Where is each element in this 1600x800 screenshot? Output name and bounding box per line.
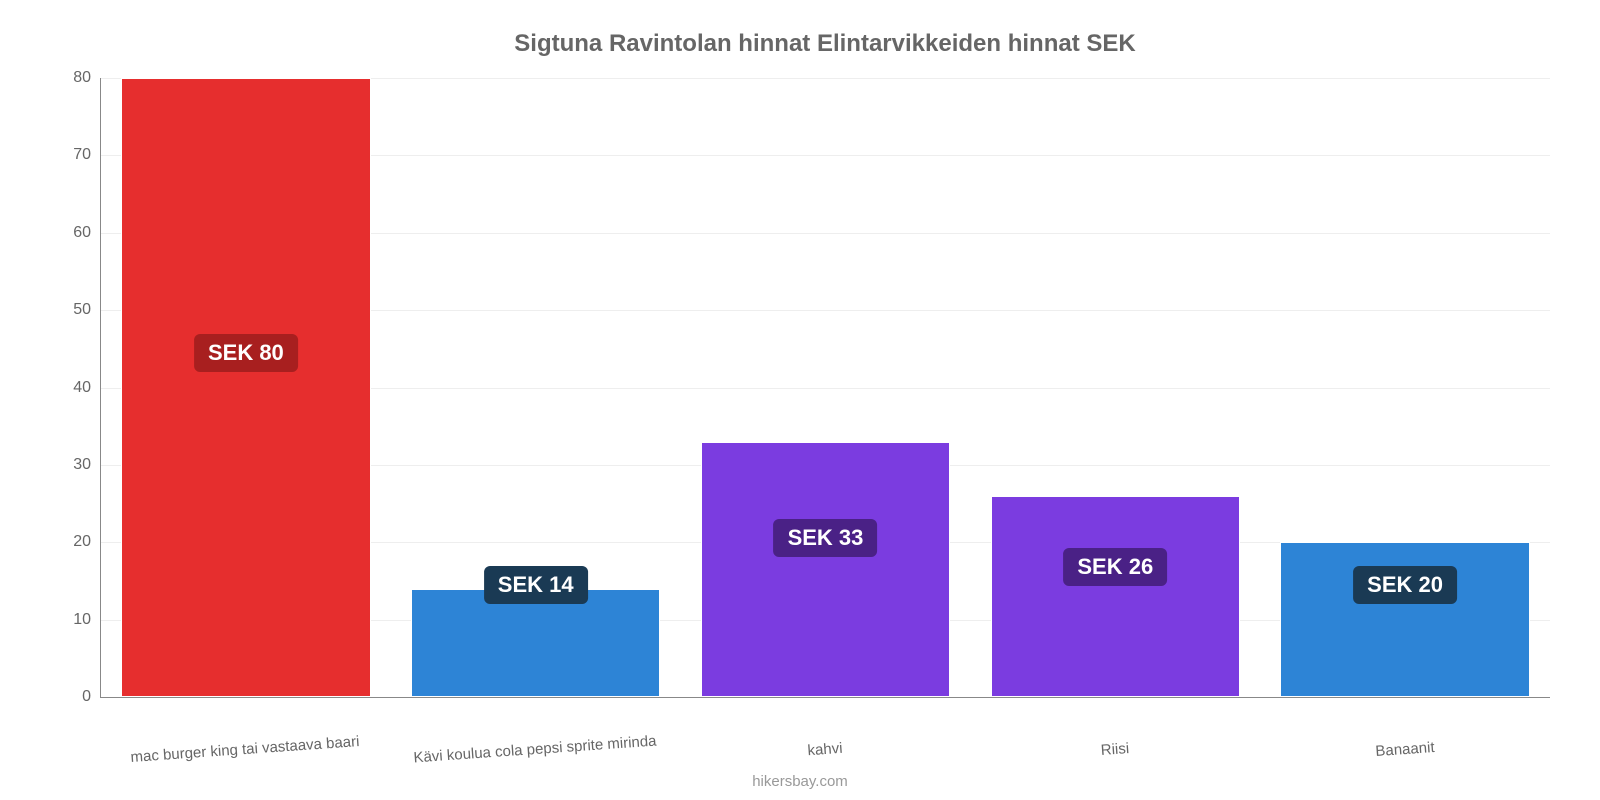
y-tick-label: 40	[73, 379, 101, 397]
y-tick-label: 60	[73, 224, 101, 242]
y-tick-label: 50	[73, 301, 101, 319]
x-axis-label: Banaanit	[1260, 731, 1550, 768]
bar	[991, 496, 1240, 697]
y-tick-label: 80	[73, 69, 101, 87]
attribution: hikersbay.com	[0, 773, 1600, 790]
x-axis-labels: mac burger king tai vastaava baariKävi k…	[100, 741, 1550, 758]
bar	[701, 442, 950, 697]
y-tick-label: 20	[73, 533, 101, 551]
chart-title: Sigtuna Ravintolan hinnat Elintarvikkeid…	[100, 30, 1550, 58]
bar-value-badge: SEK 14	[484, 566, 588, 604]
bar	[121, 78, 370, 697]
bar-group: SEK 20	[1260, 78, 1550, 697]
bar-value-badge: SEK 20	[1353, 566, 1457, 604]
y-tick-label: 70	[73, 146, 101, 164]
y-tick-label: 10	[73, 611, 101, 629]
y-tick-label: 30	[73, 456, 101, 474]
bar-group: SEK 26	[970, 78, 1260, 697]
x-axis-label: Kävi koulua cola pepsi sprite mirinda	[390, 731, 680, 768]
bar-value-badge: SEK 33	[774, 519, 878, 557]
bars-row: SEK 80 SEK 14 SEK 33 SEK 26 SEK 20	[101, 78, 1550, 697]
bar-value-badge: SEK 26	[1063, 548, 1167, 586]
bar-group: SEK 80	[101, 78, 391, 697]
bar	[411, 589, 660, 697]
y-tick-label: 0	[82, 688, 101, 706]
x-axis-label: kahvi	[680, 731, 970, 768]
bar-value-badge: SEK 80	[194, 334, 298, 372]
bar-group: SEK 14	[391, 78, 681, 697]
chart-container: Sigtuna Ravintolan hinnat Elintarvikkeid…	[0, 0, 1600, 800]
plot-area: 01020304050607080 SEK 80SEK 14SEK 33SEK …	[100, 78, 1550, 698]
bar-group: SEK 33	[681, 78, 971, 697]
x-axis-label: mac burger king tai vastaava baari	[100, 731, 390, 768]
x-axis-label: Riisi	[970, 731, 1260, 768]
